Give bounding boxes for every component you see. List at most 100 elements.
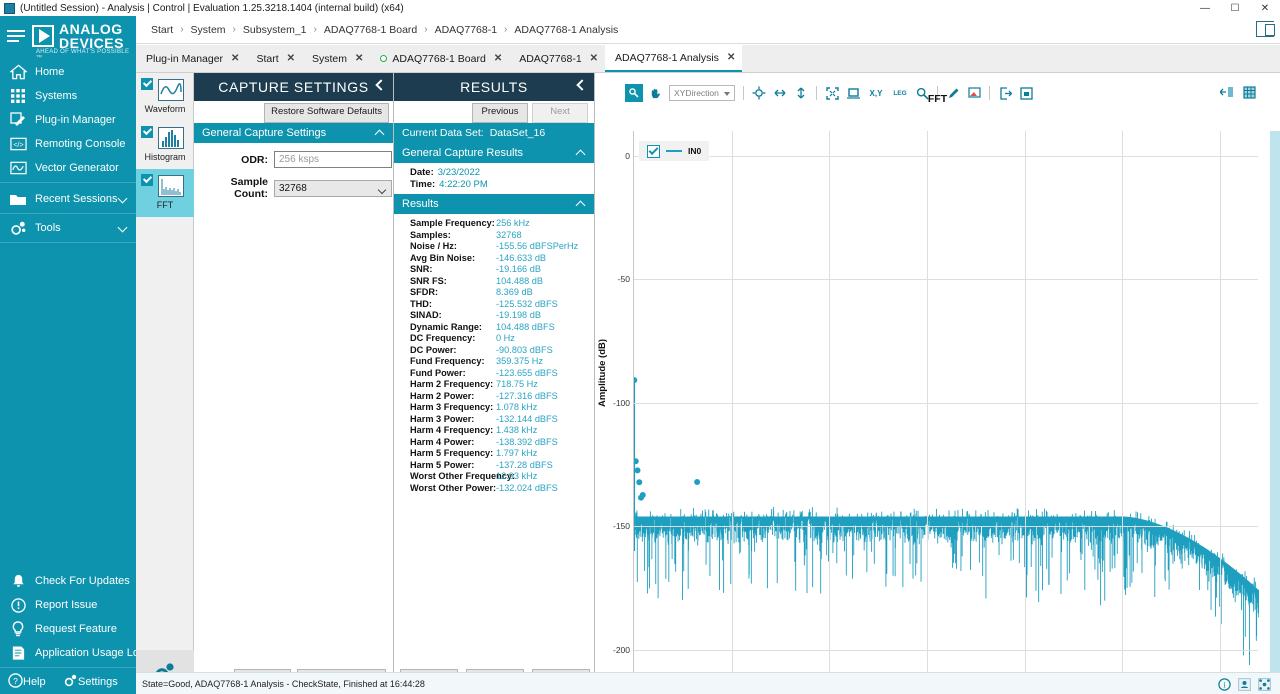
tab-close-icon[interactable]: ✕ [726,52,736,63]
rail-item-waveform[interactable]: Waveform [136,73,194,121]
chart-marker-harm-2[interactable] [634,467,641,474]
rail-item-fft[interactable]: FFT [136,169,194,217]
plot-area[interactable]: 0-50-100-150-200020406080100120 [613,131,1259,694]
chart-marker-fund[interactable] [634,458,639,465]
zoom-box-icon[interactable] [844,84,862,102]
tab-adaq7768-1-analysis[interactable]: ADAQ7768-1 Analysis ✕ [605,45,743,72]
sample-count-select[interactable]: 32768 [274,179,392,197]
panel-expand-icon[interactable] [1218,83,1236,101]
sidebar-item-vector-generator[interactable]: Vector Generator [0,156,136,180]
tab-adaq7768-1-board[interactable]: ADAQ7768-1 Board ✕ [370,45,509,72]
result-value: -155.56 dBFSPerHz [496,241,579,252]
network-status-icon[interactable] [1256,676,1272,692]
chevron-left-icon[interactable] [375,79,387,91]
chevron-down-icon[interactable] [117,193,128,204]
tab-close-icon[interactable]: ✕ [355,53,364,64]
breadcrumb-separator: › [180,24,184,35]
maximize-button[interactable]: ☐ [1230,2,1240,14]
sidebar-item-application-usage-logging[interactable]: Application Usage Logging [0,641,166,665]
result-row: SINAD: -19.198 dB [410,310,594,322]
sidebar-item-plug-in-manager[interactable]: Plug-in Manager [0,108,136,132]
odr-input[interactable]: 256 ksps [274,151,392,168]
logo-tagline: AHEAD OF WHAT'S POSSIBLE ™ [36,49,130,61]
user-status-icon[interactable] [1236,676,1252,692]
sidebar-item-help[interactable]: ? Help [0,673,62,691]
previous-button[interactable]: Previous [472,103,528,123]
hamburger-menu-icon[interactable] [7,30,25,44]
magnifier-icon[interactable] [913,84,931,102]
tab-close-icon[interactable]: ✕ [231,53,240,64]
breadcrumb-item-adaq7768-1-analysis[interactable]: ADAQ7768-1 Analysis [514,23,619,36]
tab-close-icon[interactable]: ✕ [493,53,503,64]
chevron-down-icon[interactable] [117,222,128,233]
sidebar-item-label: Home [35,66,65,78]
breadcrumb-item-system[interactable]: System [190,23,226,36]
sidebar-item-recent-sessions[interactable]: Recent Sessions [0,187,136,211]
pointer-select-icon[interactable] [625,84,643,102]
log-book-icon [8,644,28,662]
restore-defaults-button[interactable]: Restore Software Defaults [264,103,389,123]
info-circle-icon[interactable]: i [1216,676,1232,692]
sidebar-divider [0,213,136,214]
waveform-plot-icon [158,79,184,101]
tab-system[interactable]: System ✕ [302,45,370,72]
tab-start[interactable]: Start ✕ [246,45,302,72]
sidebar-item-label: Application Usage Logging [35,647,166,659]
legend-checkbox-in0[interactable] [647,144,660,158]
combo-value: XYDirection [674,88,719,98]
rail-checkbox-waveform[interactable] [141,78,153,90]
chevron-up-icon[interactable] [575,200,586,211]
export-chart-icon[interactable] [996,84,1014,102]
breadcrumb-item-adaq7768-1-board[interactable]: ADAQ7768-1 Board [323,23,418,36]
tab-adaq7768-1[interactable]: ADAQ7768-1 ✕ [509,45,605,72]
chart-marker-harm-5[interactable] [639,491,646,498]
tab-strip: Plug-in Manager ✕ Start ✕ System ✕ ADAQ7768-1 … [136,45,1280,73]
tab-close-icon[interactable]: ✕ [589,53,599,64]
sidebar-item-remoting-console[interactable]: </> Remoting Console [0,132,136,156]
sidebar-item-request-feature[interactable]: Request Feature [0,617,136,641]
rail-checkbox-fft[interactable] [141,174,153,186]
close-button[interactable]: ✕ [1260,2,1270,14]
general-result-row: Date: 3/23/2022 [410,167,594,179]
sample-count-value: 32768 [279,182,307,194]
chart-marker-harm-3[interactable] [636,479,643,486]
legend-toggle-icon[interactable]: LEG [893,89,907,97]
xy-direction-combo[interactable]: XYDirection [669,85,735,101]
chevron-up-icon[interactable] [575,149,586,160]
breadcrumb-item-start[interactable]: Start [151,23,174,36]
zoom-fit-icon[interactable] [823,84,841,102]
horizontal-arrows-icon[interactable] [771,84,789,102]
breadcrumb-item-adaq7768-1[interactable]: ADAQ7768-1 [434,23,498,36]
sidebar-item-home[interactable]: Home [0,60,136,84]
save-chart-icon[interactable] [1017,84,1035,102]
sidebar-item-settings[interactable]: Settings [62,673,118,692]
pencil-annotate-icon[interactable] [944,84,962,102]
chevron-up-icon[interactable] [374,129,385,140]
sidebar-item-tools[interactable]: Tools [0,216,136,240]
current-data-set-row: Current Data Set: DataSet_16 [394,123,594,143]
minimize-button[interactable]: — [1200,2,1210,14]
chevron-left-icon[interactable] [576,79,588,91]
chart-marker-dc-power[interactable] [634,377,638,384]
breadcrumb-item-subsystem-1[interactable]: Subsystem_1 [242,23,307,36]
vertical-arrows-icon[interactable] [792,84,810,102]
rail-item-histogram[interactable]: Histogram [136,121,194,169]
crosshair-zoom-icon[interactable] [750,84,768,102]
tab-plug-in-manager[interactable]: Plug-in Manager ✕ [136,45,246,72]
chart-marker-worst-other[interactable] [694,478,701,485]
data-table-icon[interactable] [1240,83,1258,101]
rail-checkbox-histogram[interactable] [141,126,153,138]
result-key: Worst Other Power: [410,482,497,493]
sidebar-item-report-issue[interactable]: Report Issue [0,593,136,617]
panel-toggle-icon[interactable] [1256,21,1275,37]
tab-close-icon[interactable]: ✕ [286,53,296,64]
pan-hand-icon[interactable] [646,84,664,102]
general-capture-results-section[interactable]: General Capture Results [394,143,594,163]
sidebar-item-check-for-updates[interactable]: Check For Updates [0,569,136,593]
results-section[interactable]: Results [394,194,594,215]
chart-legend[interactable]: IN0 [639,141,710,161]
xy-cursor-icon[interactable]: X,Y [869,88,883,98]
sidebar-item-systems[interactable]: Systems [0,84,136,108]
chart-style-icon[interactable] [965,84,983,102]
general-capture-settings-section[interactable]: General Capture Settings [194,123,393,143]
